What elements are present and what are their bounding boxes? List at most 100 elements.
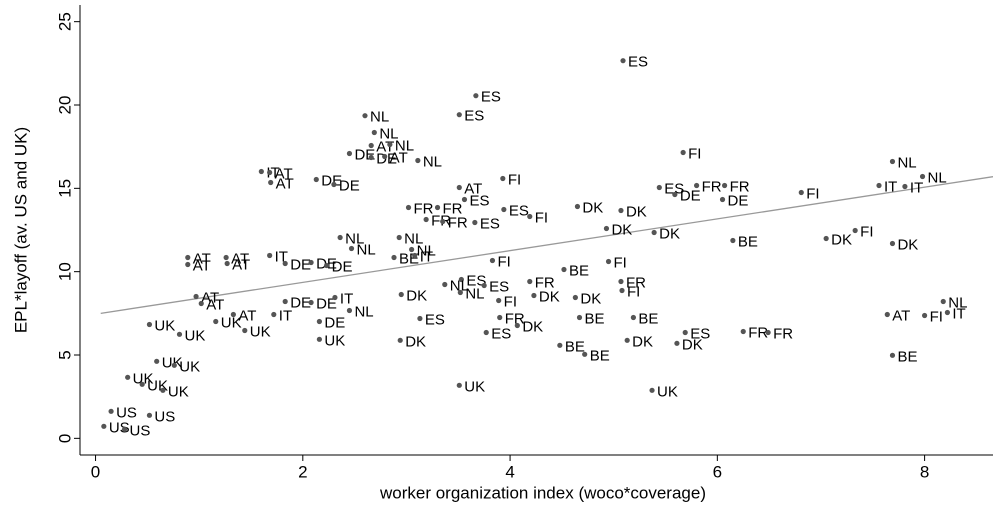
point — [944, 309, 951, 316]
point-label: UK — [657, 383, 678, 400]
point — [308, 259, 314, 266]
point-label: UK — [133, 370, 154, 387]
point — [268, 179, 274, 186]
point-label: IT — [952, 305, 965, 322]
point — [730, 237, 736, 244]
point — [884, 311, 890, 318]
point-label: NL — [395, 137, 414, 154]
point-label: FI — [806, 185, 819, 202]
point-label: UK — [184, 327, 205, 344]
point-label: UK — [154, 317, 175, 334]
point-label: ES — [466, 272, 486, 289]
point — [337, 234, 343, 241]
point — [456, 112, 462, 118]
point — [409, 246, 415, 253]
point-label: FR — [448, 214, 468, 231]
point-label: ES — [628, 54, 648, 71]
point-label: AT — [201, 289, 219, 306]
point-label: AT — [206, 296, 224, 313]
point-label: DE — [354, 146, 375, 163]
point-label: IT — [910, 179, 923, 196]
point — [242, 327, 248, 334]
point — [582, 351, 588, 357]
point-label: NL — [417, 242, 436, 259]
point-label: NL — [354, 303, 373, 320]
point-label: AT — [232, 256, 250, 273]
y-tick-label: 5 — [55, 350, 74, 359]
point-label: ES — [690, 325, 710, 342]
point-label: AT — [275, 165, 293, 182]
point — [185, 261, 191, 268]
point — [852, 227, 858, 234]
point-label: DK — [659, 225, 680, 242]
point-label: BE — [897, 348, 917, 365]
point — [440, 218, 446, 225]
point — [680, 149, 686, 156]
point-label: UK — [324, 332, 345, 349]
point-label: DK — [539, 288, 560, 305]
point — [176, 331, 183, 337]
point — [139, 381, 145, 387]
point — [193, 293, 199, 300]
point-label: AT — [892, 307, 910, 324]
point-label: FI — [627, 283, 640, 300]
point-label: US — [154, 408, 175, 425]
point-label: ES — [491, 325, 511, 342]
point-label: DK — [897, 236, 918, 253]
point-label: BE — [565, 338, 585, 355]
point — [434, 204, 441, 211]
point — [224, 260, 230, 267]
point — [798, 189, 804, 196]
point-label: DK — [626, 203, 647, 220]
point — [651, 229, 657, 236]
point-label: FI — [930, 308, 943, 325]
point — [282, 298, 288, 305]
point-label: FI — [497, 253, 510, 270]
point — [185, 254, 191, 261]
point-label: US — [109, 419, 130, 436]
point — [332, 294, 338, 301]
point-label: IT — [420, 248, 433, 265]
point-label: AT — [276, 175, 294, 192]
x-axis-label: worker organization index (woco*coverage… — [379, 483, 706, 502]
point — [674, 340, 680, 346]
point — [497, 314, 503, 321]
point — [313, 176, 319, 183]
point-label: US — [130, 422, 151, 439]
point — [531, 292, 537, 299]
point-label: FR — [535, 274, 555, 291]
point — [397, 337, 403, 343]
point — [823, 235, 829, 242]
point-label: ES — [480, 215, 500, 232]
point — [514, 322, 520, 329]
point — [694, 182, 700, 189]
point — [576, 314, 583, 321]
point-label: BE — [590, 347, 610, 364]
point — [348, 245, 355, 252]
point-label: NL — [357, 241, 376, 258]
point — [501, 206, 507, 213]
point-label: AT — [464, 180, 482, 197]
point-label: UK — [179, 358, 200, 375]
point — [258, 168, 264, 175]
point-label: DE — [290, 294, 311, 311]
point-label: BE — [585, 310, 605, 327]
point — [160, 387, 166, 393]
point — [461, 196, 468, 203]
point-label: BE — [738, 233, 758, 250]
point — [940, 298, 946, 305]
point-label: UK — [168, 383, 189, 400]
point — [765, 329, 771, 336]
point — [889, 352, 896, 358]
point-label: ES — [464, 108, 484, 125]
point — [572, 294, 578, 301]
point-label: FI — [614, 254, 627, 271]
point-label: UK — [464, 378, 485, 395]
point — [346, 307, 353, 314]
point — [605, 258, 612, 265]
point-label: IT — [340, 290, 353, 307]
point — [362, 113, 368, 119]
point — [618, 278, 624, 285]
point-label: ES — [509, 202, 529, 219]
y-tick-label: 20 — [55, 96, 74, 115]
